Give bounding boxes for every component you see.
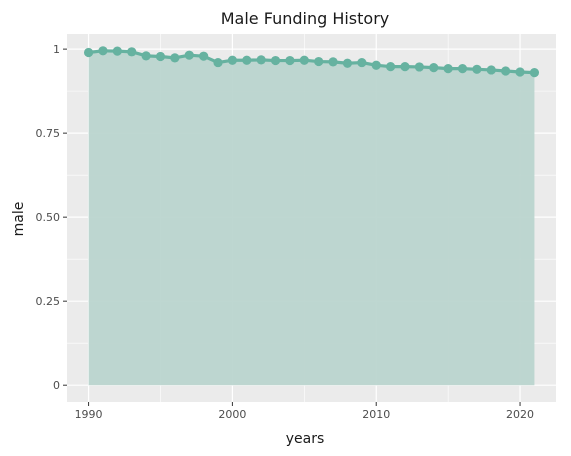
data-point: [529, 68, 540, 78]
data-point: [213, 57, 223, 68]
data-point: [443, 64, 453, 74]
y-tick-label: 0.25: [36, 295, 61, 308]
data-point: [472, 64, 482, 74]
x-axis-title: years: [286, 431, 325, 447]
data-point: [328, 57, 338, 67]
data-point: [457, 64, 468, 74]
data-point: [199, 51, 209, 61]
data-point: [127, 47, 137, 57]
data-point: [242, 55, 252, 65]
axis-ticks: 1990 2000 2010 2020 0 0.25 0.50 0.75 1: [36, 43, 535, 421]
data-point: [314, 56, 324, 67]
y-axis-title: male: [11, 202, 27, 237]
area-fill: [88, 50, 535, 386]
point-layer: [83, 46, 540, 78]
data-point: [299, 55, 309, 65]
data-point: [98, 46, 108, 56]
chart-title: Male Funding History: [221, 9, 390, 28]
y-tick-label: 0: [53, 379, 60, 392]
data-point: [414, 62, 424, 72]
data-point: [83, 47, 94, 58]
x-tick-label: 2000: [218, 408, 246, 421]
x-tick-label: 2010: [362, 408, 390, 421]
data-point: [501, 66, 511, 76]
y-tick-label: 0.75: [36, 127, 61, 140]
x-tick-label: 2020: [506, 408, 534, 421]
data-point: [112, 46, 122, 56]
data-point: [342, 58, 353, 68]
data-point: [227, 55, 237, 65]
data-point: [371, 60, 381, 70]
data-point: [285, 55, 295, 66]
data-point: [170, 53, 180, 63]
data-point: [270, 55, 281, 66]
y-tick-label: 0.50: [36, 211, 61, 224]
data-point: [386, 61, 396, 72]
data-point: [155, 51, 166, 62]
data-point: [400, 61, 410, 72]
data-point: [141, 51, 151, 61]
data-point: [357, 57, 367, 68]
data-point: [486, 65, 496, 75]
area-layer: [88, 50, 535, 386]
x-tick-label: 1990: [75, 408, 103, 421]
data-point: [429, 63, 439, 73]
y-tick-label: 1: [53, 43, 60, 56]
data-point: [515, 67, 525, 77]
data-point: [256, 55, 266, 65]
data-point: [184, 50, 194, 60]
